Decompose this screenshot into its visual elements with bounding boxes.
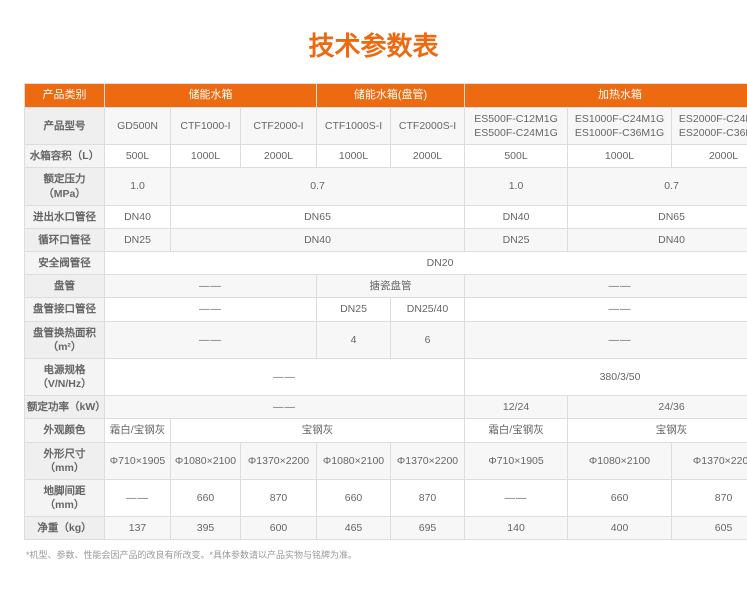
table-cell: DN25 — [105, 228, 171, 251]
table-cell: CTF1000-I — [171, 107, 241, 144]
table-cell: 1000L — [317, 145, 391, 168]
header-category: 产品类别 — [25, 84, 105, 108]
table-cell: 霜白/宝钢灰 — [465, 419, 568, 442]
table-cell: CTF1000S-I — [317, 107, 391, 144]
table-cell: Φ1080×2100 — [317, 442, 391, 479]
table-cell: 1.0 — [465, 168, 568, 205]
table-cell: 870 — [241, 479, 317, 516]
table-cell: DN40 — [171, 228, 465, 251]
table-cell: 660 — [317, 479, 391, 516]
row-label: 外形尺寸（mm） — [25, 442, 105, 479]
table-cell: —— — [105, 298, 317, 321]
table-cell: DN40 — [568, 228, 747, 251]
spec-table-wrap: 产品类别储能水箱储能水箱(盘管)加热水箱 产品型号GD500NCTF1000-I… — [0, 83, 747, 561]
table-cell: Φ1080×2100 — [568, 442, 672, 479]
table-cell: 500L — [105, 145, 171, 168]
table-cell: 6 — [391, 321, 465, 358]
row-label: 水箱容积（L） — [25, 145, 105, 168]
table-cell: Φ710×1905 — [105, 442, 171, 479]
table-cell: 搪瓷盘管 — [317, 275, 465, 298]
header-group: 储能水箱(盘管) — [317, 84, 465, 108]
table-body: 产品型号GD500NCTF1000-ICTF2000-ICTF1000S-ICT… — [25, 107, 747, 540]
table-cell: 2000L — [391, 145, 465, 168]
table-cell: 605 — [672, 517, 747, 540]
table-cell: —— — [465, 321, 747, 358]
table-cell: 0.7 — [568, 168, 747, 205]
table-cell: 137 — [105, 517, 171, 540]
table-cell: Φ1370×2200 — [672, 442, 747, 479]
table-cell: DN25 — [317, 298, 391, 321]
table-cell: 宝钢灰 — [568, 419, 747, 442]
table-cell: 0.7 — [171, 168, 465, 205]
table-cell: —— — [105, 358, 465, 395]
table-cell: 12/24 — [465, 396, 568, 419]
page-title: 技术参数表 — [0, 0, 747, 83]
table-cell: DN25 — [465, 228, 568, 251]
row-label: 盘管接口管径 — [25, 298, 105, 321]
table-cell: 695 — [391, 517, 465, 540]
table-cell: 870 — [672, 479, 747, 516]
table-cell: 380/3/50 — [465, 358, 747, 395]
table-cell: DN20 — [105, 252, 747, 275]
row-label: 地脚间距（mm） — [25, 479, 105, 516]
row-label: 盘管换热面积（m²） — [25, 321, 105, 358]
row-label: 盘管 — [25, 275, 105, 298]
table-cell: 660 — [568, 479, 672, 516]
table-cell: DN65 — [568, 205, 747, 228]
table-cell: CTF2000-I — [241, 107, 317, 144]
table-cell: 400 — [568, 517, 672, 540]
table-cell: —— — [465, 479, 568, 516]
table-cell: DN40 — [465, 205, 568, 228]
table-cell: —— — [105, 479, 171, 516]
table-cell: 2000L — [241, 145, 317, 168]
spec-table: 产品类别储能水箱储能水箱(盘管)加热水箱 产品型号GD500NCTF1000-I… — [24, 83, 747, 540]
table-cell: 660 — [171, 479, 241, 516]
row-label: 额定压力（MPa） — [25, 168, 105, 205]
table-cell: 2000L — [672, 145, 747, 168]
row-label: 安全阀管径 — [25, 252, 105, 275]
table-cell: GD500N — [105, 107, 171, 144]
table-cell: —— — [465, 298, 747, 321]
table-cell: —— — [465, 275, 747, 298]
table-cell: —— — [105, 321, 317, 358]
table-cell: 600 — [241, 517, 317, 540]
row-label: 进出水口管径 — [25, 205, 105, 228]
table-cell: DN25/40 — [391, 298, 465, 321]
table-cell: 870 — [391, 479, 465, 516]
table-cell: 140 — [465, 517, 568, 540]
table-cell: Φ1370×2200 — [391, 442, 465, 479]
table-cell: —— — [105, 275, 317, 298]
table-cell: 24/36 — [568, 396, 747, 419]
table-cell: —— — [105, 396, 465, 419]
table-cell: 1000L — [568, 145, 672, 168]
row-label: 产品型号 — [25, 107, 105, 144]
table-cell: Φ1080×2100 — [171, 442, 241, 479]
row-label: 循环口管径 — [25, 228, 105, 251]
table-cell: 395 — [171, 517, 241, 540]
footnote: *机型、参数、性能会因产品的改良有所改变。*具体参数请以产品实物与铭牌为准。 — [24, 540, 723, 561]
row-label: 电源规格（V/N/Hz） — [25, 358, 105, 395]
table-cell: ES1000F-C24M1GES1000F-C36M1G — [568, 107, 672, 144]
table-cell: DN65 — [171, 205, 465, 228]
header-group: 储能水箱 — [105, 84, 317, 108]
table-cell: ES500F-C12M1GES500F-C24M1G — [465, 107, 568, 144]
table-cell: CTF2000S-I — [391, 107, 465, 144]
table-cell: DN40 — [105, 205, 171, 228]
table-cell: 4 — [317, 321, 391, 358]
table-cell: 500L — [465, 145, 568, 168]
table-cell: 1000L — [171, 145, 241, 168]
table-cell: Φ710×1905 — [465, 442, 568, 479]
table-cell: 宝钢灰 — [171, 419, 465, 442]
row-label: 净重（kg） — [25, 517, 105, 540]
table-cell: ES2000F-C24M1GES2000F-C36M1G — [672, 107, 747, 144]
table-cell: Φ1370×2200 — [241, 442, 317, 479]
table-header: 产品类别储能水箱储能水箱(盘管)加热水箱 — [25, 84, 747, 108]
table-cell: 霜白/宝钢灰 — [105, 419, 171, 442]
table-cell: 465 — [317, 517, 391, 540]
header-group: 加热水箱 — [465, 84, 747, 108]
table-cell: 1.0 — [105, 168, 171, 205]
row-label: 外观颜色 — [25, 419, 105, 442]
row-label: 额定功率（kW） — [25, 396, 105, 419]
